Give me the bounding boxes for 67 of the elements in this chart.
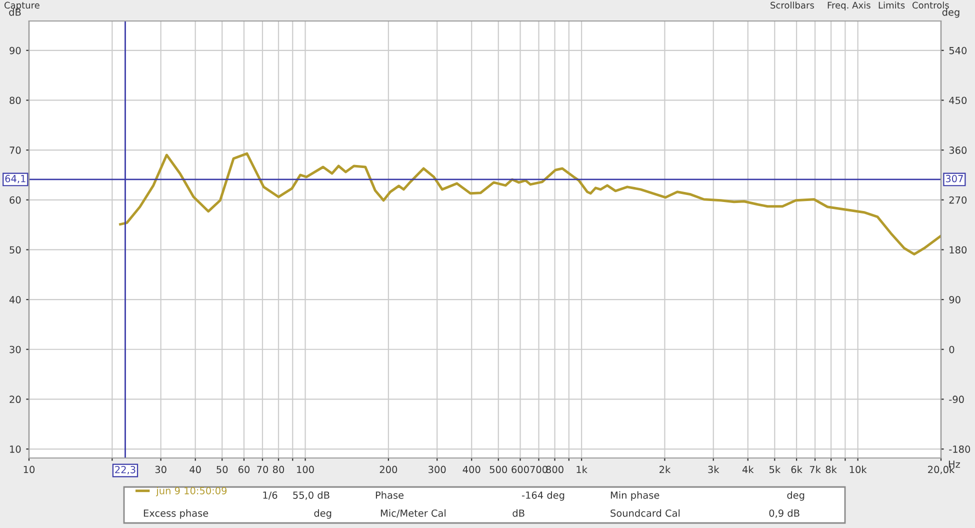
text: Controls (912, 2, 949, 9)
x-tick-label: 60 (238, 466, 250, 474)
x-tick-label: 5k (770, 466, 781, 474)
y2-tick-label: 450 (949, 96, 967, 104)
x-tick-label: 600 (512, 466, 529, 474)
y-tick-label: 70 (10, 146, 21, 154)
x-tick-label: 700 (530, 466, 548, 474)
y-tick-label: 30 (10, 346, 21, 354)
x-tick-label: 30 (155, 466, 166, 474)
x-tick-label: 4k (742, 466, 754, 474)
x-tick-label: 500 (490, 466, 508, 474)
y2-tick-label: 360 (949, 146, 967, 154)
x-axis-title: Hz (948, 460, 960, 468)
text: Phase (376, 491, 404, 499)
x-tick-label: 6k (791, 466, 802, 474)
x-tick-label: 400 (462, 466, 480, 474)
y-tick-label: 90 (10, 46, 21, 54)
y2-tick-label: 540 (949, 46, 967, 54)
y2-tick-label: 0 (949, 346, 954, 354)
text: 0,9 dB (769, 509, 800, 518)
ref-line-label: 64,1 (5, 174, 26, 184)
text: dB (512, 509, 524, 517)
text: Mic/Meter Cal (380, 509, 446, 518)
x-tick-label: 100 (297, 466, 314, 474)
y-tick-label: 10 (10, 446, 21, 453)
text: deg (787, 491, 804, 501)
legend-label: jun 9 10:50:09 (156, 486, 227, 496)
x-tick-label: 10 (24, 466, 35, 474)
y2-tick-label: 90 (949, 296, 960, 304)
x-tick-label: 70 (257, 466, 268, 474)
x-tick-label: 300 (428, 466, 446, 474)
y-tick-label: 80 (10, 96, 21, 104)
x-tick-label: 3k (708, 466, 720, 474)
y-tick-label: 20 (10, 396, 21, 404)
text: 55,0 dB (293, 491, 330, 500)
x-tick-label: 7k (810, 466, 821, 474)
text: Soundcard Cal (610, 509, 680, 517)
y2-tick-label: -180 (949, 446, 970, 453)
ref-line-label: 22,3 (115, 466, 136, 474)
text: 1/6 (263, 491, 278, 500)
text: Limits (878, 2, 905, 9)
x-tick-label: 80 (272, 466, 284, 474)
x-tick-label: 8k (826, 466, 837, 474)
y-tick-label: 60 (10, 196, 21, 204)
x-tick-label: 800 (546, 466, 564, 474)
x-tick-label: 50 (216, 466, 228, 474)
text: Freq. Axis (828, 2, 870, 10)
x-tick-label: 200 (380, 466, 398, 474)
text: Excess phase (144, 509, 208, 519)
text: Capture (4, 2, 40, 10)
x-tick-label: 1k (576, 466, 588, 474)
text: -164 deg (522, 491, 564, 501)
y-axis-title: dB (9, 8, 21, 16)
text: Min phase (610, 491, 660, 501)
text: deg (314, 509, 332, 519)
y-tick-label: 40 (9, 296, 21, 304)
y2-tick-label: -90 (949, 396, 964, 404)
x-tick-label: 40 (190, 466, 201, 474)
x-tick-label: 10k (850, 466, 867, 474)
x-tick-label: 20,0k (928, 466, 955, 474)
text: Scrollbars (770, 2, 814, 9)
y2-axis-title: deg (942, 8, 960, 18)
x-tick-label: 2k (660, 466, 671, 474)
y2-tick-label: 270 (949, 196, 967, 204)
y2-tick-label: 180 (950, 246, 967, 254)
y-tick-label: 50 (10, 246, 21, 254)
annotation: 307 (946, 174, 963, 182)
